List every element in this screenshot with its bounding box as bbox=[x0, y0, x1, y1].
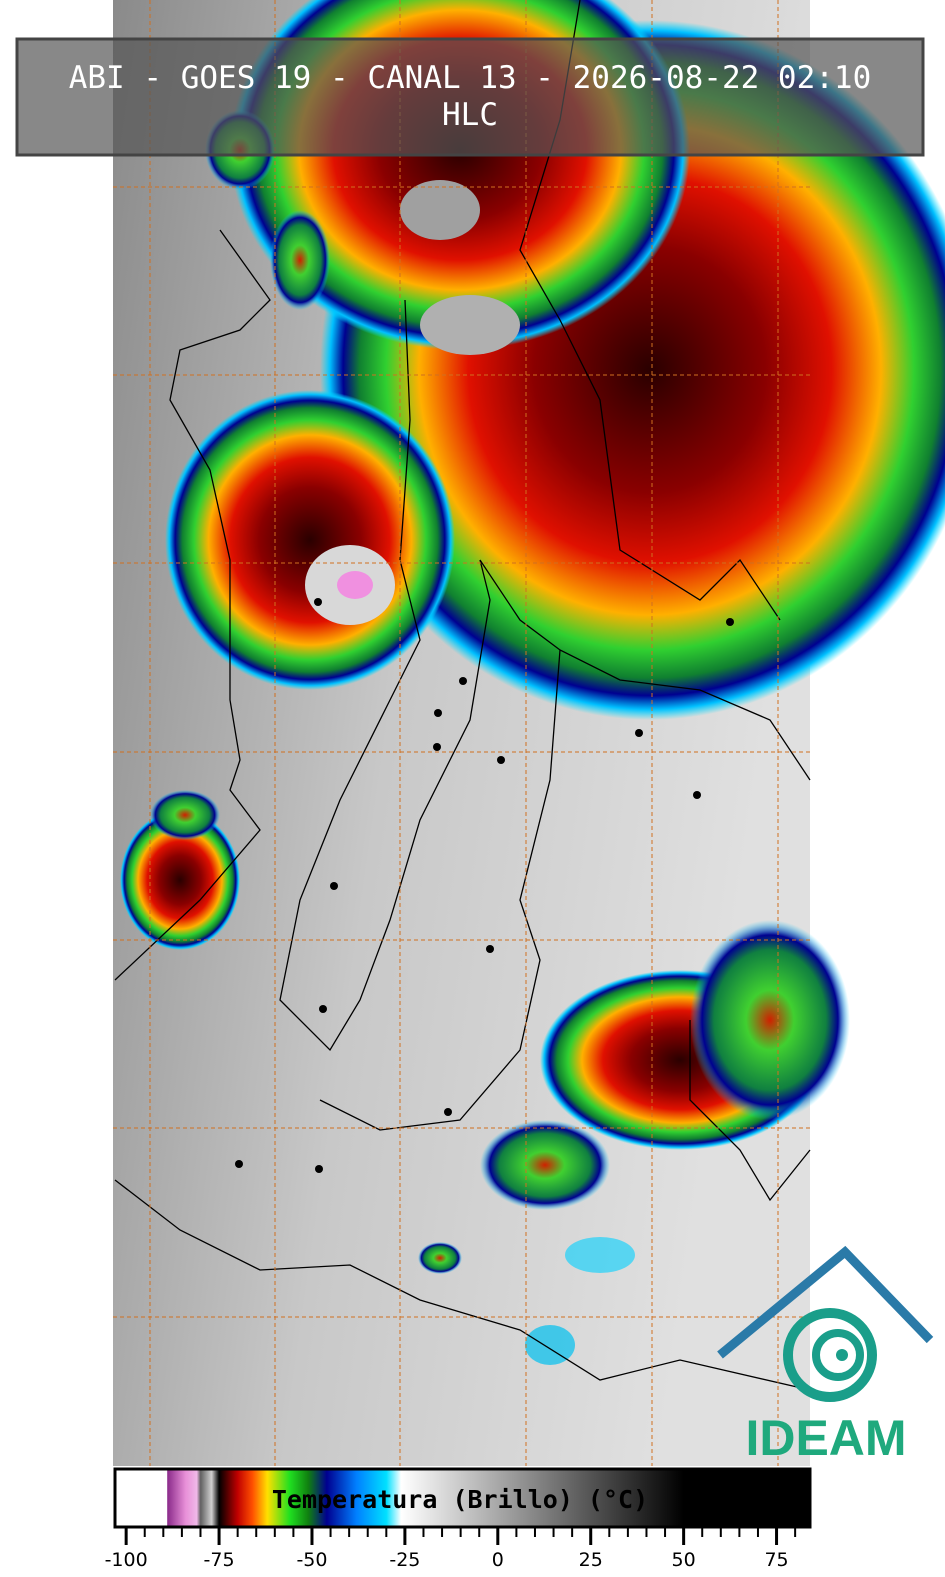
tick-label: 50 bbox=[672, 1549, 696, 1571]
logo: IDEAM bbox=[717, 1245, 934, 1466]
tick-label: -25 bbox=[389, 1549, 420, 1571]
header-title: ABI - GOES 19 - CANAL 13 - 2026-08-22 02… bbox=[69, 60, 872, 96]
graticule bbox=[113, 0, 810, 1466]
colorbar-label: Temperatura (Brillo) (°C) bbox=[272, 1485, 648, 1514]
colorbar bbox=[113, 1467, 812, 1529]
header-box bbox=[15, 37, 925, 157]
borders bbox=[114, 0, 811, 1391]
cities bbox=[235, 598, 734, 1173]
tick-label: 75 bbox=[764, 1549, 788, 1571]
header-subtitle: HLC bbox=[442, 97, 498, 133]
logo-text: IDEAM bbox=[745, 1410, 906, 1466]
tick-label: -100 bbox=[105, 1549, 148, 1571]
colorbar-ticks: -100 -75 -50 -25 0 25 50 75 bbox=[105, 1527, 797, 1571]
tick-label: -75 bbox=[204, 1549, 235, 1571]
tick-label: 25 bbox=[579, 1549, 603, 1571]
tick-label: -50 bbox=[296, 1549, 327, 1571]
tick-label: 0 bbox=[492, 1549, 504, 1571]
